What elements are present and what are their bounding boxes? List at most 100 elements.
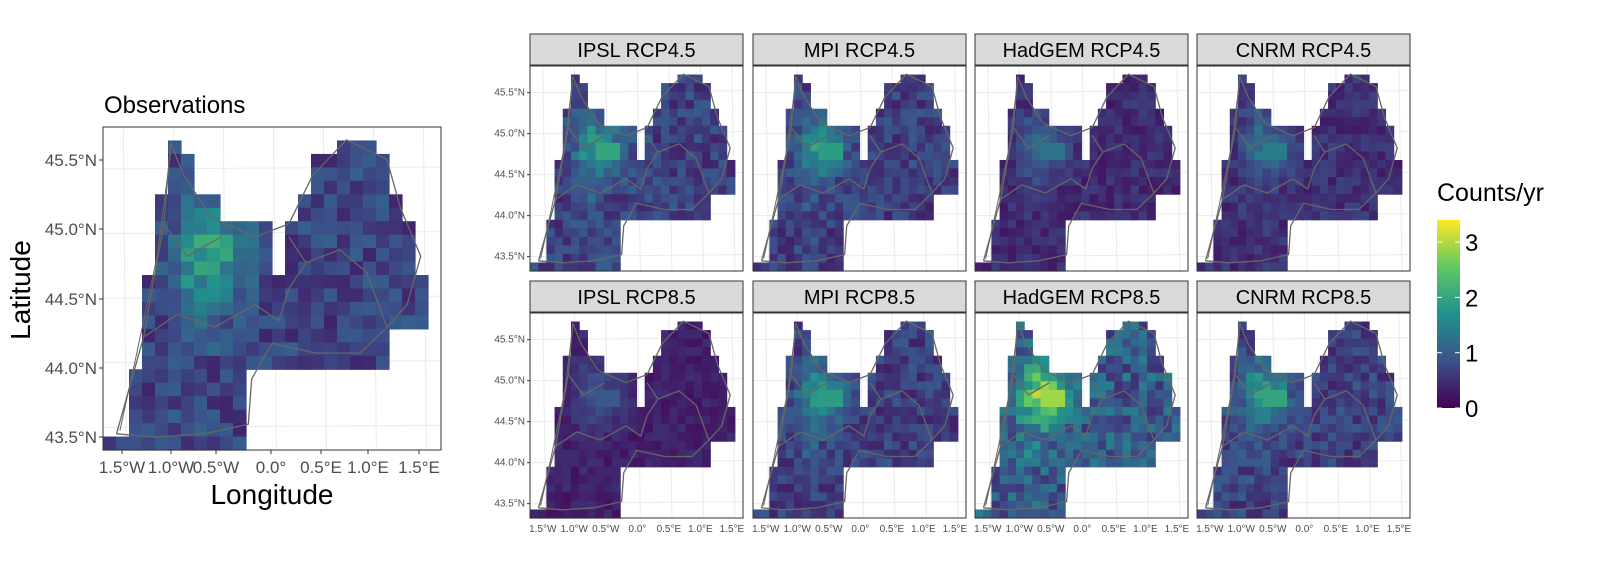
raster-cell — [834, 125, 844, 135]
raster-cell — [1377, 117, 1387, 127]
raster-cell — [1377, 432, 1387, 442]
raster-cell — [350, 315, 364, 330]
raster-cell — [1073, 449, 1083, 459]
raster-cell — [554, 245, 564, 255]
raster-cell — [769, 245, 779, 255]
raster-cell — [1097, 108, 1107, 118]
raster-cell — [1114, 415, 1124, 425]
raster-cell — [693, 415, 703, 425]
raster-cell — [562, 228, 572, 238]
department-boundary — [1012, 374, 1050, 396]
raster-cell — [1024, 415, 1033, 425]
raster-cell — [207, 382, 221, 397]
raster-cell — [389, 261, 403, 276]
raster-cell — [587, 441, 597, 451]
raster-cell — [834, 194, 844, 204]
raster-cell — [677, 355, 687, 365]
raster-cell — [1344, 202, 1354, 212]
panel-y-tick-label: 44.0°N — [494, 458, 525, 469]
facet-label: CNRM RCP4.5 — [1236, 40, 1372, 62]
raster-cell — [1254, 253, 1264, 264]
raster-cell — [818, 211, 828, 221]
raster-cell — [1278, 134, 1288, 144]
raster-cell — [1369, 441, 1378, 451]
raster-cell — [843, 202, 852, 212]
raster-cell — [900, 194, 910, 204]
raster-cell — [916, 142, 926, 153]
raster-cell — [892, 100, 902, 110]
raster-cell — [587, 151, 597, 161]
raster-cell — [1056, 441, 1066, 451]
raster-cell — [826, 253, 836, 264]
raster-cell — [1114, 211, 1124, 221]
raster-cell — [1229, 262, 1239, 272]
raster-cell — [1229, 449, 1239, 459]
raster-cell — [834, 466, 844, 476]
raster-cell — [999, 406, 1009, 417]
raster-cell — [710, 117, 720, 127]
panel-y-tick-label: 44.5°N — [494, 170, 525, 181]
raster-cell — [194, 369, 208, 384]
raster-cell — [1328, 185, 1337, 195]
raster-cell — [587, 168, 597, 178]
raster-cell — [785, 381, 795, 391]
raster-cell — [1024, 483, 1033, 493]
raster-cell — [1237, 202, 1247, 212]
raster-cell — [991, 509, 1001, 519]
raster-cell — [652, 441, 662, 451]
raster-cell — [570, 338, 580, 348]
raster-cell — [652, 372, 662, 382]
raster-cell — [1237, 509, 1247, 519]
raster-cell — [693, 125, 703, 135]
raster-cell — [1377, 415, 1387, 425]
raster-cell — [693, 168, 703, 178]
raster-cell — [1344, 194, 1354, 204]
raster-cell — [892, 159, 902, 170]
raster-cell — [777, 449, 787, 459]
raster-cell — [620, 372, 629, 382]
raster-cell — [181, 436, 195, 451]
raster-cell — [636, 185, 646, 195]
raster-cell — [579, 125, 588, 135]
raster-cell — [644, 185, 654, 195]
raster-cell — [1221, 449, 1231, 459]
raster-cell — [181, 153, 195, 168]
raster-cell — [785, 458, 795, 468]
raster-cell — [785, 159, 795, 170]
raster-cell — [892, 372, 902, 382]
raster-cell — [892, 202, 902, 212]
raster-cell — [1229, 168, 1239, 178]
raster-cell — [1385, 398, 1395, 408]
raster-cell — [702, 398, 711, 408]
raster-cell — [1369, 151, 1378, 161]
raster-cell — [1205, 262, 1214, 272]
raster-cell — [1385, 151, 1395, 161]
raster-cell — [669, 330, 679, 340]
raster-cell — [1246, 406, 1255, 417]
raster-cell — [1097, 177, 1107, 187]
obs-y-tick-label: 43.5°N — [45, 428, 97, 447]
raster-cell — [777, 509, 787, 519]
raster-cell — [1246, 441, 1255, 451]
raster-cell — [562, 398, 572, 408]
raster-cell — [285, 261, 299, 276]
raster-cell — [1130, 321, 1140, 331]
raster-cell — [1295, 449, 1305, 459]
raster-cell — [587, 424, 597, 434]
raster-cell — [1122, 134, 1132, 144]
raster-cell — [363, 248, 377, 263]
raster-cell — [1024, 398, 1033, 408]
raster-cell — [1237, 185, 1247, 195]
raster-cell — [194, 342, 208, 357]
raster-cell — [1270, 458, 1280, 468]
raster-cell — [181, 234, 195, 249]
raster-cell — [710, 415, 720, 425]
raster-cell — [1089, 202, 1099, 212]
raster-cell — [570, 117, 580, 127]
raster-cell — [785, 245, 795, 255]
raster-cell — [620, 211, 629, 221]
raster-cell — [1246, 185, 1255, 195]
raster-cell — [916, 185, 926, 195]
raster-cell — [595, 211, 605, 221]
raster-cell — [603, 398, 613, 408]
